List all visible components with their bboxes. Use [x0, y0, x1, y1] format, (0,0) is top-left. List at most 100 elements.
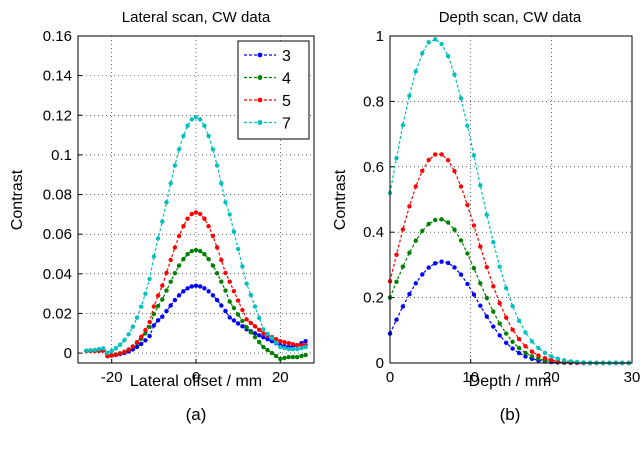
panel-a-data-point: [223, 200, 228, 205]
panel-a-data-point: [185, 252, 190, 257]
panel-a-data-point: [151, 304, 157, 309]
panel-a-data-point: [214, 271, 220, 276]
panel-b-ytick-label: 0.8: [363, 93, 384, 110]
panel-a-data-point: [193, 115, 199, 120]
panel-b-data-point: [497, 301, 502, 306]
panel-a-data-point: [84, 348, 89, 353]
panel-b-data-point: [394, 279, 399, 284]
panel-a-data-point: [273, 337, 279, 342]
panel-b-data-point: [549, 354, 554, 359]
panel-b-data-point: [497, 321, 502, 326]
panel-b-ytick-label: 0.4: [363, 224, 384, 241]
panel-a-data-point: [248, 292, 253, 298]
panel-b-data-point: [452, 168, 457, 174]
panel-b-series-line: [389, 261, 629, 364]
panel-a-data-point: [147, 319, 152, 325]
panel-a-data-point: [92, 347, 98, 353]
panel-a-data-point: [278, 356, 283, 362]
panel-b-data-point: [413, 238, 418, 243]
legend-entry-7: 7: [244, 116, 291, 133]
panel-a-ticks: -20 0 20 0 0.02 0.04 0.06 0.08 0.1 0.12 0.14 0.16: [43, 28, 289, 386]
panel-b-data-point: [407, 250, 412, 255]
panel-a-data-point: [176, 263, 182, 268]
panel-a-data-point: [117, 342, 123, 347]
panel-b-data-point: [471, 292, 477, 297]
panel-a-data-point: [240, 324, 245, 329]
panel-a-series-7: [84, 115, 308, 355]
panel-a-data-point: [193, 247, 199, 253]
panel-a-data-point: [143, 338, 148, 343]
panel-a-lateral-scan: Lateral scan, CW data Contrast Lateral o…: [9, 9, 315, 424]
panel-a-data-point: [231, 318, 237, 323]
panel-a-data-point: [143, 291, 148, 296]
panel-b-data-point: [478, 303, 483, 308]
panel-b-data-point: [465, 202, 470, 208]
panel-a-data-point: [172, 245, 178, 250]
panel-b-data-point: [420, 228, 425, 234]
panel-b-data-point: [452, 72, 457, 77]
panel-a-data-point: [160, 314, 165, 319]
panel-a-data-point: [130, 324, 135, 329]
panel-a-data-point: [299, 345, 304, 351]
panel-b-data-point: [491, 240, 496, 245]
panel-a-data-point: [303, 339, 308, 344]
panel-b-data-point: [458, 272, 464, 277]
panel-b-xlabel: Depth / mm: [469, 373, 552, 390]
panel-a-data-point: [202, 286, 207, 291]
panel-a-data-point: [155, 293, 161, 298]
panel-a-data-point: [122, 349, 127, 355]
panel-a-ytick-label: 0.16: [43, 28, 72, 45]
legend-marker: [257, 75, 263, 80]
panel-b-series-line: [389, 38, 629, 364]
panel-b-data-point: [555, 356, 560, 361]
panel-b-data-point: [529, 339, 535, 344]
panel-a-data-point: [248, 320, 253, 326]
panel-b-title: Depth scan, CW data: [439, 9, 582, 26]
panel-b-ytick-label: 0.6: [363, 159, 384, 176]
panel-a-data-point: [202, 123, 207, 128]
panel-b-series-5: [387, 152, 631, 366]
panel-a-data-point: [143, 331, 148, 336]
panel-a-data-point: [261, 327, 266, 332]
panel-a-data-point: [303, 344, 308, 350]
panel-a-legend: 3 4 5 7: [237, 40, 310, 140]
panel-a-ytick-label: 0.14: [43, 68, 72, 85]
panel-a-data-point: [227, 212, 232, 217]
panel-b-data-point: [439, 217, 444, 222]
panel-b-ticks: 0 10 20 30 0 0.2 0.4 0.6 0.8 1: [363, 28, 640, 386]
panel-b-ytick-label: 0.2: [363, 290, 384, 307]
panel-a-data-point: [219, 279, 224, 284]
panel-a-data-point: [96, 347, 102, 352]
panel-a-data-point: [261, 335, 266, 340]
panel-b-data-point: [510, 339, 515, 344]
panel-b-data-point: [478, 183, 483, 188]
panel-a-data-point: [219, 257, 224, 263]
panel-a-data-point: [206, 133, 211, 139]
panel-a-data-point: [168, 181, 173, 186]
panel-a-data-point: [278, 344, 283, 350]
panel-a-data-point: [282, 355, 287, 361]
panel-a-data-point: [269, 336, 275, 341]
panel-a-data-point: [168, 303, 173, 308]
panel-a-ylabel: Contrast: [9, 169, 26, 230]
panel-a-data-point: [160, 219, 165, 224]
panel-b-xtick-label: 10: [462, 369, 479, 386]
panel-b-data-point: [491, 309, 496, 314]
panel-b-data-point: [394, 252, 399, 257]
panel-a-data-point: [240, 307, 245, 313]
panel-a-data-point: [210, 293, 216, 298]
panel-a-data-point: [198, 248, 203, 254]
panel-b-series-3: [387, 259, 631, 366]
panel-b-data-point: [484, 295, 489, 301]
panel-a-xlabel: Lateral offset / mm: [130, 373, 262, 390]
panel-b-data-point: [452, 227, 457, 232]
panel-b-data-point: [516, 318, 522, 323]
panel-a-data-point: [235, 312, 241, 317]
panel-b-series-7: [387, 37, 631, 366]
panel-a-data-point: [181, 256, 186, 262]
panel-a-ytick-label: 0.02: [43, 305, 72, 322]
panel-b-data-point: [491, 324, 496, 329]
panel-b-data-point: [465, 281, 470, 287]
panel-b-data-point: [465, 123, 470, 128]
panel-b-data-point: [433, 37, 438, 42]
